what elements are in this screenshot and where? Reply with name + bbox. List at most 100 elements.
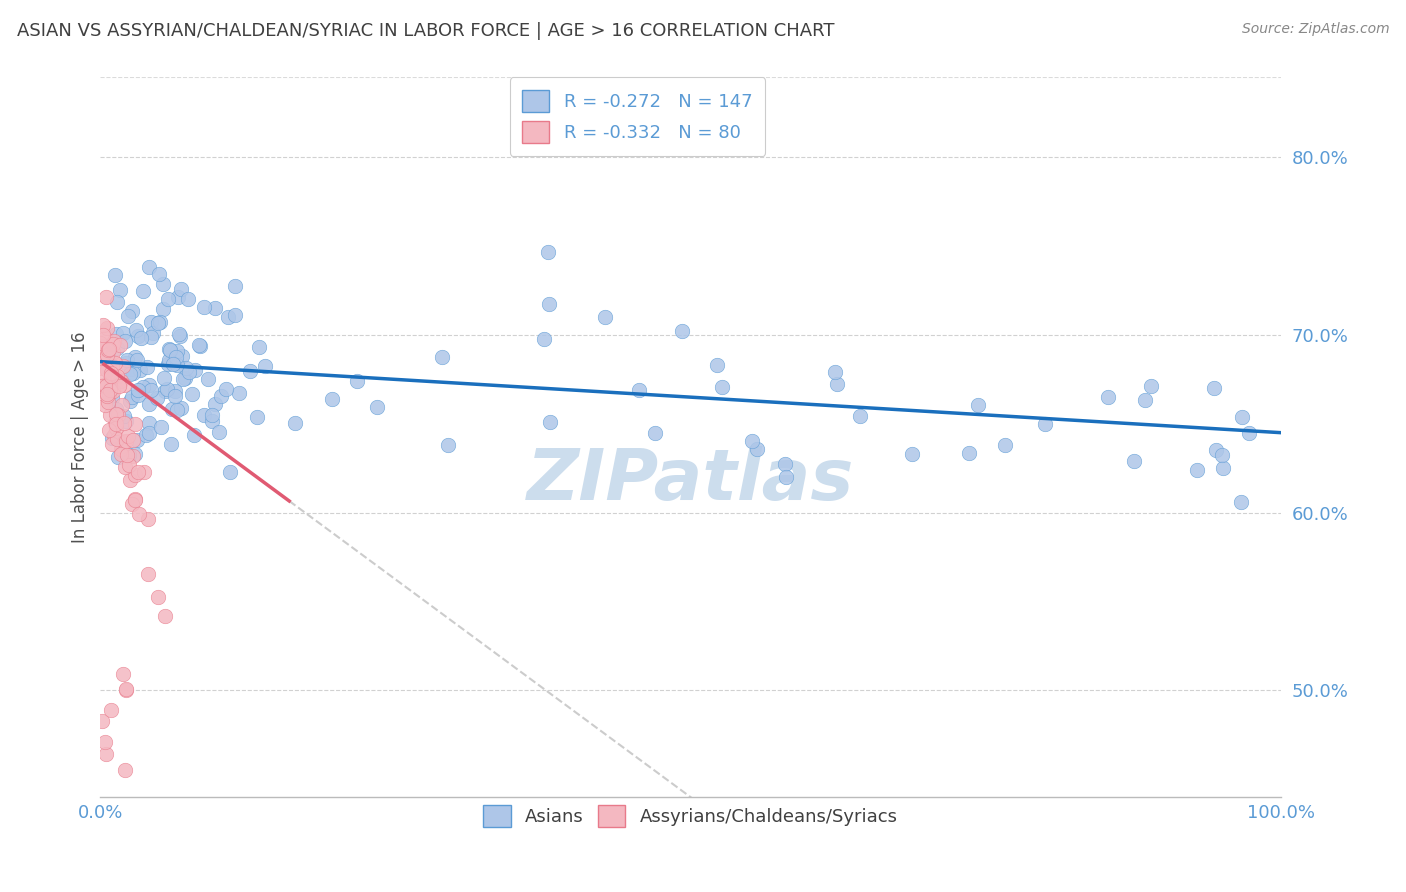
Point [124,467,146,482]
Point [901,447,924,461]
Point [537,244,560,259]
Point [170,401,193,416]
Point [366,400,388,414]
Point [169,329,191,343]
Point [97,343,120,357]
Text: ZIPatlas: ZIPatlas [527,446,855,515]
Point [120,361,142,376]
Point [246,410,269,425]
Point [159,343,181,357]
Point [156,382,179,396]
Point [107,450,129,464]
Point [177,292,200,306]
Point [127,465,149,479]
Point [132,284,155,298]
Point [108,338,131,352]
Point [90,360,112,375]
Point [139,383,162,397]
Point [160,401,183,416]
Point [96,387,118,401]
Point [121,390,143,404]
Point [107,379,129,393]
Point [170,349,193,363]
Point [91,714,114,728]
Point [284,417,307,431]
Point [741,434,763,449]
Point [432,350,454,364]
Point [346,374,368,388]
Point [105,417,128,431]
Point [117,429,139,443]
Point [125,433,148,447]
Point [114,334,136,348]
Point [1205,443,1227,458]
Point [204,301,226,316]
Point [112,359,135,373]
Point [1097,390,1119,404]
Point [152,301,174,316]
Point [112,409,135,424]
Point [533,332,555,346]
Point [103,345,125,359]
Point [166,358,188,372]
Point [180,386,202,401]
Point [111,326,134,341]
Point [148,267,170,281]
Point [159,437,181,451]
Point [197,372,219,386]
Point [111,667,134,681]
Point [127,329,149,343]
Point [96,363,118,377]
Point [201,409,224,423]
Point [111,439,134,453]
Point [100,369,122,384]
Point [201,414,224,428]
Point [93,355,115,369]
Point [848,409,870,423]
Point [91,339,114,353]
Point [90,341,112,355]
Point [94,331,117,345]
Point [128,508,150,522]
Point [101,384,124,398]
Point [103,334,125,349]
Point [124,492,146,507]
Point [166,403,188,417]
Point [193,409,215,423]
Point [170,281,193,295]
Point [101,359,124,374]
Point [138,260,160,275]
Point [1122,454,1144,468]
Point [111,398,134,412]
Point [115,683,138,698]
Point [112,434,135,449]
Point [122,367,145,381]
Point [157,353,180,368]
Point [188,339,211,353]
Point [112,416,135,430]
Point [104,356,127,370]
Point [121,497,143,511]
Point [98,372,121,386]
Point [90,379,112,393]
Point [101,431,124,445]
Point [436,437,458,451]
Point [166,344,188,359]
Point [775,470,797,484]
Point [124,447,146,461]
Point [173,370,195,384]
Point [110,447,132,461]
Point [1230,409,1253,424]
Point [628,383,651,397]
Point [179,365,201,379]
Point [100,368,122,383]
Point [825,376,848,391]
Point [101,369,124,384]
Point [157,292,180,306]
Point [253,359,276,374]
Point [127,388,149,402]
Point [105,432,128,446]
Point [136,512,159,526]
Point [167,327,190,342]
Point [100,703,122,717]
